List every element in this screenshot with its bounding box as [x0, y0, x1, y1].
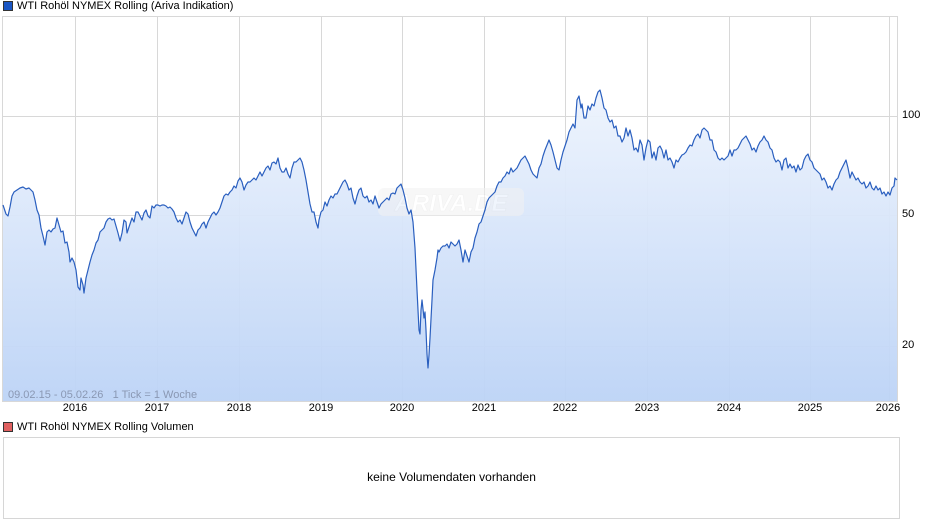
y-tick-20: 20 [902, 339, 915, 351]
x-tick-2021: 2021 [471, 402, 497, 414]
y-tick-100: 100 [902, 109, 921, 121]
x-tick-2026: 2026 [875, 402, 901, 414]
x-tick-2023: 2023 [634, 402, 660, 414]
x-tick-2024: 2024 [716, 402, 742, 414]
watermark: ARIVA.DE [378, 188, 524, 217]
x-tick-2022: 2022 [552, 402, 578, 414]
x-tick-2020: 2020 [389, 402, 415, 414]
x-tick-2025: 2025 [797, 402, 823, 414]
tick-interval: 1 Tick = 1 Woche [112, 389, 198, 401]
price-chart: ARIVA.DE [2, 16, 898, 402]
no-volume-message: keine Volumendaten vorhanden [367, 470, 536, 484]
price-legend-label: WTI Rohöl NYMEX Rolling (Ariva Indikatio… [17, 0, 234, 12]
range-info: 09.02.15 - 05.02.26 1 Tick = 1 Woche [8, 389, 197, 401]
volume-legend: WTI Rohöl NYMEX Rolling Volumen [3, 421, 194, 433]
x-tick-2017: 2017 [144, 402, 170, 414]
volume-panel: keine Volumendaten vorhanden [3, 437, 900, 519]
x-tick-2016: 2016 [62, 402, 88, 414]
svg-text:ARIVA.DE: ARIVA.DE [394, 190, 509, 217]
price-legend: WTI Rohöl NYMEX Rolling (Ariva Indikatio… [3, 0, 233, 12]
volume-legend-label: WTI Rohöl NYMEX Rolling Volumen [17, 421, 194, 433]
date-range: 09.02.15 - 05.02.26 [8, 389, 104, 401]
volume-legend-swatch [3, 422, 13, 432]
x-tick-2018: 2018 [226, 402, 252, 414]
x-tick-2019: 2019 [308, 402, 334, 414]
price-legend-swatch [3, 1, 13, 11]
y-tick-50: 50 [902, 208, 915, 220]
price-line [2, 89, 898, 369]
